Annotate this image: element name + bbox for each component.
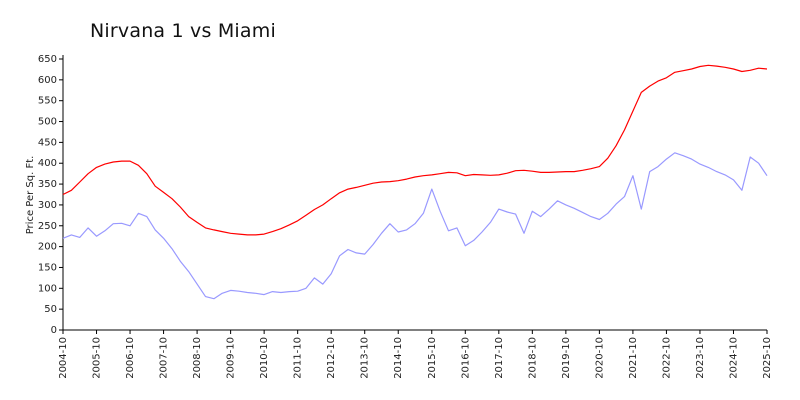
- x-tick-label: 2006-10: [125, 337, 136, 379]
- y-tick-label: 50: [44, 304, 57, 315]
- x-tick-label: 2021-10: [628, 337, 639, 379]
- x-tick-label: 2018-10: [527, 337, 538, 379]
- y-tick-label: 550: [38, 96, 57, 107]
- y-tick-label: 400: [38, 158, 57, 169]
- x-tick-label: 2013-10: [360, 337, 371, 379]
- y-tick-label: 350: [38, 179, 57, 190]
- y-tick-label: 450: [38, 137, 57, 148]
- x-tick-label: 2005-10: [92, 337, 103, 379]
- x-tick-label: 2023-10: [695, 337, 706, 379]
- chart-title: Nirvana 1 vs Miami: [90, 20, 276, 42]
- x-tick-label: 2019-10: [561, 337, 572, 379]
- x-tick-label: 2025-10: [762, 337, 773, 379]
- y-axis-label: Price Per Sq. Ft.: [25, 156, 36, 235]
- y-tick-label: 300: [38, 200, 57, 211]
- x-tick-label: 2014-10: [393, 337, 404, 379]
- x-tick-label: 2004-10: [58, 337, 69, 379]
- x-tick-label: 2024-10: [728, 337, 739, 379]
- series-lines: [62, 64, 768, 300]
- y-tick-label: 0: [51, 325, 57, 336]
- x-tick-label: 2011-10: [293, 337, 304, 379]
- x-tick-label: 2007-10: [159, 337, 170, 379]
- x-tick-label: 2010-10: [259, 337, 270, 379]
- x-tick-label: 2012-10: [326, 337, 337, 379]
- axes: 0 50 100 150 200 250 300 350 400 450 500 550 600 650 2…: [38, 54, 773, 379]
- x-tick-label: 2022-10: [661, 337, 672, 379]
- series-line-2: [62, 152, 768, 300]
- y-tick-label: 250: [38, 221, 57, 232]
- series-line-1: [62, 64, 768, 236]
- y-tick-label: 600: [38, 75, 57, 86]
- x-tick-label: 2009-10: [226, 337, 237, 379]
- x-tick-label: 2008-10: [192, 337, 203, 379]
- y-tick-label: 650: [38, 54, 57, 65]
- x-tick-label: 2017-10: [494, 337, 505, 379]
- x-tick-label: 2016-10: [460, 337, 471, 379]
- y-tick-label: 500: [38, 117, 57, 128]
- x-tick-label: 2015-10: [427, 337, 438, 379]
- y-tick-label: 150: [38, 262, 57, 273]
- y-tick-label: 100: [38, 283, 57, 294]
- x-tick-label: 2020-10: [594, 337, 605, 379]
- y-tick-label: 200: [38, 242, 57, 253]
